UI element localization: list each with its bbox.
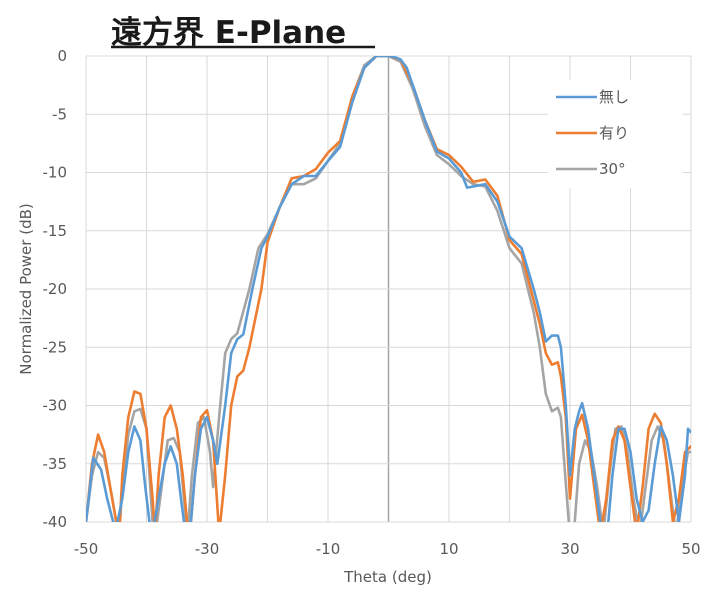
y-tick-label: -10	[43, 164, 68, 182]
y-tick-label: -30	[43, 397, 68, 415]
y-tick-label: -40	[43, 513, 68, 531]
y-tick-label: -25	[43, 338, 68, 356]
y-tick-label: -15	[43, 222, 68, 240]
series-line-1	[86, 56, 691, 522]
x-tick-label: 30	[560, 540, 579, 558]
legend-label: 有り	[599, 124, 629, 142]
y-tick-label: 0	[57, 47, 67, 65]
y-axis-label: Normalized Power (dB)	[17, 203, 35, 374]
x-tick-label: 50	[681, 540, 700, 558]
legend-label: 無し	[599, 88, 629, 106]
chart-title: 遠方界 E-Plane	[111, 15, 346, 51]
x-axis-label: Theta (deg)	[343, 568, 432, 586]
x-tick-label: -30	[195, 540, 220, 558]
series-group	[86, 56, 691, 522]
legend-label: 30°	[599, 160, 626, 178]
x-tick-label: -10	[316, 540, 341, 558]
x-tick-label: -50	[74, 540, 99, 558]
y-tick-label: -20	[43, 280, 68, 298]
y-tick-label: -5	[52, 105, 67, 123]
ticks: -50 -30 -10 10 30 50 0 -5 -10 -15 -20 -25 -30 -35 -40	[43, 47, 701, 558]
x-tick-label: 10	[439, 540, 458, 558]
y-tick-label: -35	[43, 455, 68, 473]
